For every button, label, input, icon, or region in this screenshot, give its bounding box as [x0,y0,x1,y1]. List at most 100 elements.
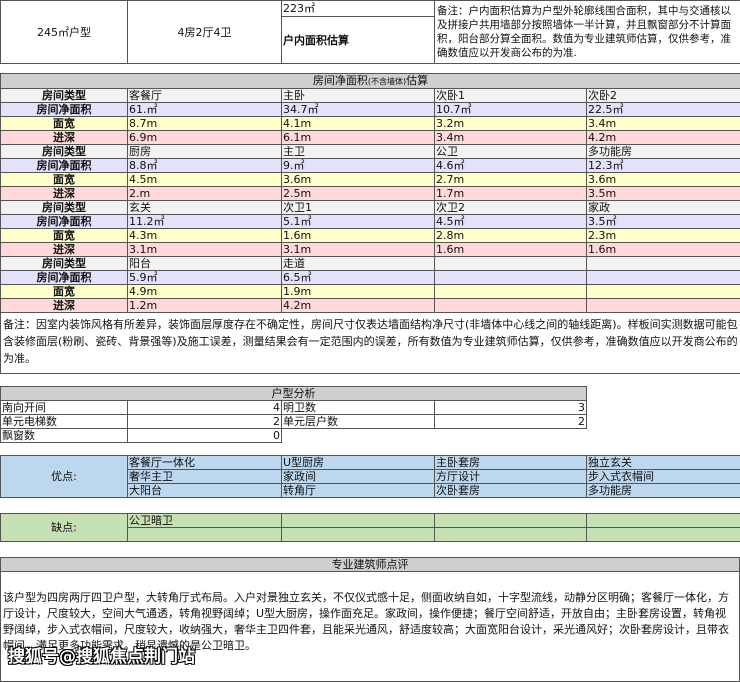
room-table-title: 房间净面积(不含墙体)估算 [1,74,740,89]
pros-item: 步入式衣帽间 [587,470,740,484]
room-cell: 1.9m [282,285,435,299]
row-label: 面宽 [1,173,128,187]
room-cell: 4.2m [282,299,435,313]
unit-type: 245㎡户型 [1,1,128,64]
cons-item [128,528,282,542]
room-cell: 次卫1 [282,201,435,215]
room-cell: 2.8m [435,229,587,243]
room-cell: 3.6m [282,173,435,187]
area-value: 223㎡ [282,1,435,17]
room-cell: 5.1㎡ [282,215,435,229]
pros-item: 大阳台 [128,484,282,498]
room-cell [587,271,740,285]
review-title: 专业建筑师点评 [1,558,740,572]
label: 单元电梯数 [1,415,128,429]
value: 2 [435,415,587,429]
room-cell: 家政 [587,201,740,215]
analysis-title: 户型分析 [1,387,587,401]
room-cell: 1.2m [128,299,282,313]
room-cell: 1.7m [435,187,587,201]
room-note: 备注：因室内装饰风格有所差异，装饰面层厚度存在不确定性，房间尺寸仅表达墙面结构净… [1,313,740,374]
room-cell: 6.9m [128,131,282,145]
room-cell: 2.m [128,187,282,201]
pros-item: 转角厅 [282,484,435,498]
room-cell [587,299,740,313]
value: 4 [128,401,282,415]
room-cell: 4.9m [128,285,282,299]
room-cell: 10.7㎡ [435,103,587,117]
room-cell: 2.3m [587,229,740,243]
summary-table: 245㎡户型 4房2厅4卫 223㎡ 备注：户内面积估算为户型外轮廓线围合面积，… [0,0,740,64]
row-label: 进深 [1,243,128,257]
label: 飘窗数 [1,429,128,443]
value: 3 [435,401,587,415]
pros-item: 客餐厅一体化 [128,456,282,470]
room-cell: 3.2m [435,117,587,131]
room-cell: 3.4m [587,117,740,131]
pros-item: 多功能房 [587,484,740,498]
room-cell: 3.1m [128,243,282,257]
room-cell: 4.5㎡ [435,215,587,229]
room-cell [435,299,587,313]
room-cell: 1.6m [435,243,587,257]
row-label: 进深 [1,187,128,201]
watermark: 搜狐号@搜狐焦点荆门站 [8,642,195,667]
room-row-type: 房间类型阳台走道 [1,257,740,271]
pros-label: 优点: [1,456,128,498]
cons-item [435,528,587,542]
room-cell: 3.4m [435,131,587,145]
room-cell: 次卫2 [435,201,587,215]
cons-item [435,514,587,528]
value: 2 [128,415,282,429]
room-cell: 6.5㎡ [282,271,435,285]
room-cell: 阳台 [128,257,282,271]
room-cell: 12.3㎡ [587,159,740,173]
room-cell: 公卫 [435,145,587,159]
room-cell: 2.7m [435,173,587,187]
room-cell: 4.1m [282,117,435,131]
row-label: 面宽 [1,229,128,243]
room-cell: 8.8㎡ [128,159,282,173]
row-label: 面宽 [1,285,128,299]
cons-table: 缺点:公卫暗卫 [0,513,740,542]
cons-item [587,528,740,542]
title-main: 房间净面积 [313,74,368,87]
row-label: 房间类型 [1,145,128,159]
room-cell: 1.6m [282,229,435,243]
area-label: 户内面积估算 [282,17,435,64]
room-cell: 61.㎡ [128,103,282,117]
room-cell [587,285,740,299]
label: 南向开间 [1,401,128,415]
room-cell: 9.㎡ [282,159,435,173]
room-cell: 玄关 [128,201,282,215]
label: 单元层户数 [282,415,435,429]
room-cell [435,257,587,271]
label: 明卫数 [282,401,435,415]
row-label: 进深 [1,131,128,145]
value: 0 [128,429,282,443]
room-cell: 次卧2 [587,89,740,103]
room-cell: 34.7㎡ [282,103,435,117]
room-cell: 8.7m [128,117,282,131]
room-cell: 4.3m [128,229,282,243]
room-cell [435,285,587,299]
cons-item [282,528,435,542]
room-cell: 6.1m [282,131,435,145]
room-cell: 主卧 [282,89,435,103]
room-cell [435,271,587,285]
room-cell: 3.5㎡ [587,215,740,229]
room-cell: 2.5m [282,187,435,201]
room-cell: 5.9㎡ [128,271,282,285]
